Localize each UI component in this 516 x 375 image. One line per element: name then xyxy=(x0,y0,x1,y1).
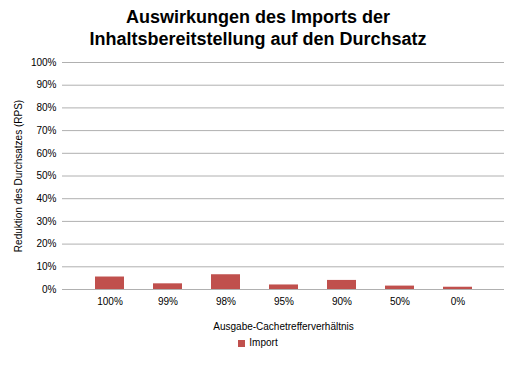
svg-text:98%: 98% xyxy=(216,296,236,307)
svg-text:10%: 10% xyxy=(36,261,56,272)
svg-text:99%: 99% xyxy=(158,296,178,307)
svg-text:60%: 60% xyxy=(36,148,56,159)
html-text:Import: Import xyxy=(249,337,278,348)
svg-text:Reduktion des Durchsatzes (RPS: Reduktion des Durchsatzes (RPS) xyxy=(13,100,24,252)
svg-text:30%: 30% xyxy=(36,216,56,227)
html-text:Auswirkungen des Imports der I: Auswirkungen des Imports der Inhaltsbere… xyxy=(89,7,427,49)
svg-text:90%: 90% xyxy=(332,296,352,307)
svg-text:70%: 70% xyxy=(36,125,56,136)
svg-text:40%: 40% xyxy=(36,193,56,204)
svg-text:90%: 90% xyxy=(36,79,56,90)
svg-text:50%: 50% xyxy=(390,296,410,307)
svg-text:50%: 50% xyxy=(36,170,56,181)
svg-text:95%: 95% xyxy=(274,296,294,307)
svg-text:80%: 80% xyxy=(36,102,56,113)
svg-text:Ausgabe-Cachetrefferverhältnis: Ausgabe-Cachetrefferverhältnis xyxy=(213,321,353,332)
svg-text:100%: 100% xyxy=(31,57,57,68)
svg-text:20%: 20% xyxy=(36,238,56,249)
svg-text:0%: 0% xyxy=(42,284,57,295)
svg-text:100%: 100% xyxy=(97,296,123,307)
svg-text:0%: 0% xyxy=(451,296,466,307)
